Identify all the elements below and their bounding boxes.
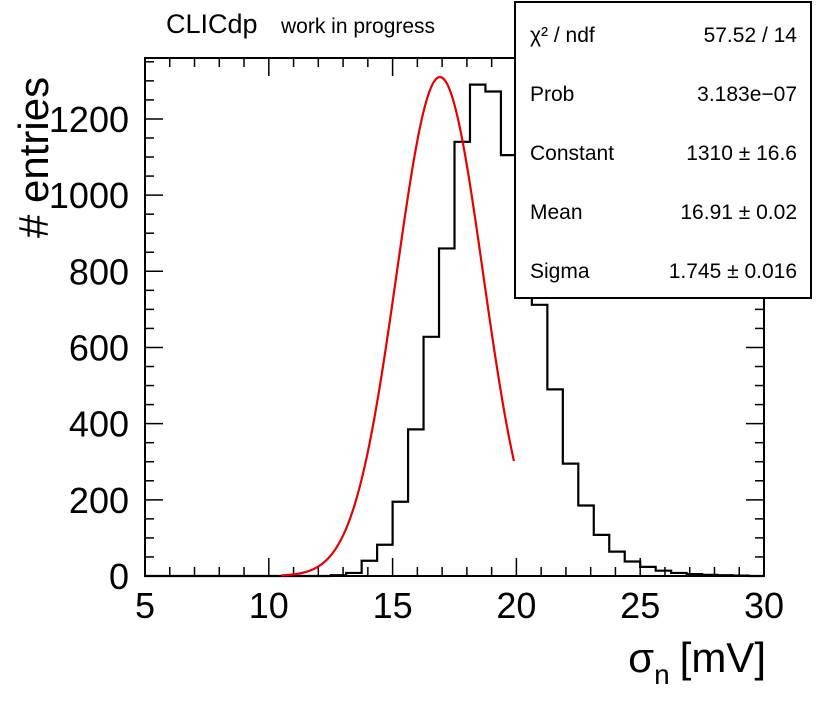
histogram-bin [563, 464, 578, 576]
x-axis-unit: [mV] [680, 634, 766, 681]
stats-value: 1310 ± 16.6 [686, 142, 797, 165]
histogram-bin [455, 142, 470, 576]
brand-label: CLICdp [166, 9, 258, 39]
histogram-bin [547, 389, 562, 576]
plot-frame [144, 57, 765, 577]
histogram-bin [377, 545, 392, 576]
x-axis-subscript: n [654, 659, 670, 690]
y-tick-label: 400 [69, 404, 129, 445]
histogram-bin [424, 337, 439, 576]
x-tick-label: 30 [744, 585, 784, 626]
x-tick-label: 10 [249, 585, 289, 626]
histogram-bin [625, 562, 640, 576]
stats-value: 1.745 ± 0.016 [669, 260, 797, 283]
histogram-line [145, 83, 764, 578]
stats-value: 57.52 / 14 [704, 24, 798, 47]
stats-label: Prob [530, 83, 574, 106]
stats-box-frame [514, 1, 812, 299]
histogram-bin [640, 567, 655, 576]
histogram-bin [578, 506, 593, 576]
stats-label: Sigma [530, 260, 590, 283]
x-tick-label: 15 [373, 585, 413, 626]
y-tick-label: 1200 [49, 99, 129, 140]
histogram-bin [485, 92, 500, 576]
x-tick-label: 25 [620, 585, 660, 626]
stats-value: 16.91 ± 0.02 [680, 201, 797, 224]
stats-box: χ² / ndf 57.52 / 14 Prob 3.183e−07 Constant 1… [514, 1, 812, 299]
stats-label: Constant [530, 142, 614, 165]
stats-label: χ² / ndf [530, 24, 595, 47]
histogram-bin [393, 502, 408, 576]
histogram-bin [470, 85, 485, 576]
histogram-bin [362, 561, 377, 576]
y-tick-label: 800 [69, 251, 129, 292]
y-tick-label: 1000 [49, 175, 129, 216]
histogram-bin [609, 552, 624, 576]
histogram-bin [594, 535, 609, 576]
x-tick-label: 5 [135, 585, 155, 626]
x-tick-label: 20 [496, 585, 536, 626]
stats-label: Mean [530, 201, 583, 224]
x-axis-symbol: σ [628, 634, 654, 681]
stats-value: 3.183e−07 [697, 83, 797, 106]
x-axis-title: σn [mV] [628, 634, 766, 690]
fit-curve [281, 75, 515, 577]
y-tick-label: 600 [69, 327, 129, 368]
histogram-bin [408, 429, 423, 576]
histogram-bin [439, 248, 454, 576]
brand-subtitle: work in progress [280, 15, 435, 38]
plot-area: 5 10 15 20 25 30 0 200 400 600 800 1000 1200 [49, 57, 784, 626]
y-axis-title: # entries [10, 77, 57, 238]
histogram-bin [532, 305, 547, 576]
y-tick-label: 0 [109, 556, 129, 597]
y-tick-label: 200 [69, 480, 129, 521]
